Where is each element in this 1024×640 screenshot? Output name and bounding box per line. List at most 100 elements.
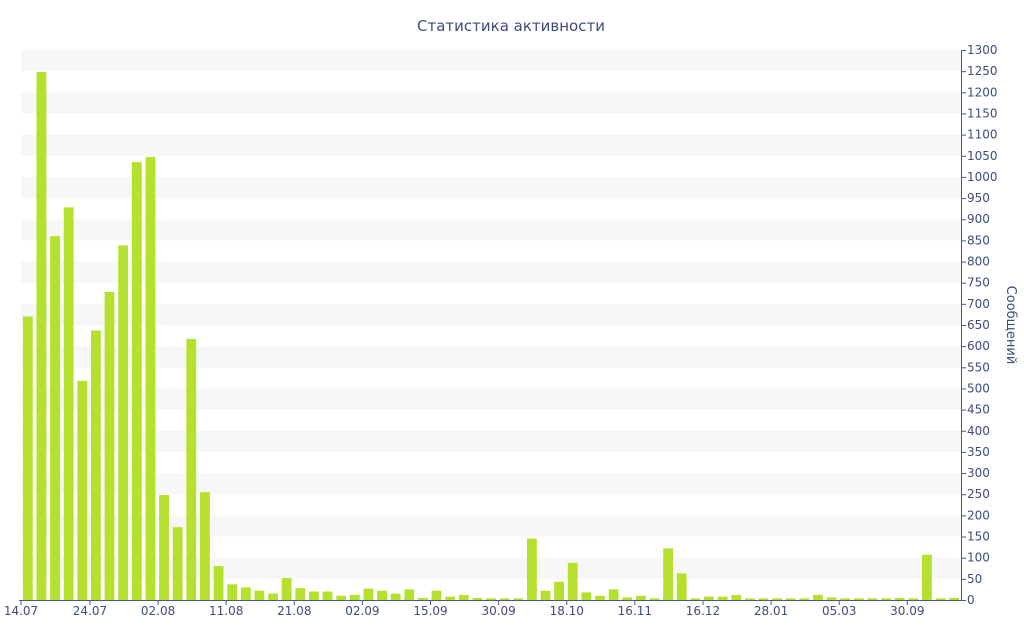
y-tick-label: 900	[967, 212, 990, 226]
grid-band	[21, 557, 961, 579]
y-tick-label: 750	[967, 276, 990, 290]
bar	[499, 598, 510, 600]
chart-title: Статистика активности	[417, 17, 605, 35]
y-tick-label: 250	[967, 487, 990, 501]
bar	[254, 590, 265, 600]
x-tick-label: 05.03	[822, 604, 856, 618]
bar	[513, 598, 524, 600]
bar	[922, 554, 932, 600]
y-tick-label: 1050	[967, 149, 998, 163]
y-axis-label: Сообщений	[1003, 286, 1018, 365]
y-tick-label: 800	[967, 255, 990, 269]
x-tick-label: 24.07	[73, 604, 107, 618]
bar	[704, 596, 714, 600]
bar	[663, 548, 674, 600]
x-tick-label: 30.09	[481, 604, 515, 618]
grid-band	[21, 219, 961, 241]
grid-band	[21, 303, 961, 325]
y-tick-label: 1150	[967, 106, 998, 120]
x-tick-label: 21.08	[277, 604, 311, 618]
bar	[77, 380, 88, 600]
bar	[131, 162, 142, 600]
bar	[363, 588, 374, 600]
bar	[622, 597, 633, 600]
bar	[458, 594, 469, 600]
y-tick-label: 450	[967, 403, 990, 417]
y-tick-label: 1100	[967, 128, 998, 142]
grid-band	[21, 134, 961, 156]
y-tick-label: 500	[967, 381, 990, 395]
bar	[50, 236, 60, 600]
bar	[431, 590, 442, 600]
x-axis-ticks: 14.07 24.07 02.08 11.08 21.08 02.09 15.09 30.09…	[4, 600, 925, 618]
bar	[649, 598, 660, 600]
bar	[417, 597, 428, 600]
y-tick-label: 150	[967, 530, 990, 544]
x-tick-label: 02.09	[345, 604, 379, 618]
bar	[390, 593, 401, 600]
bar	[159, 495, 169, 600]
x-tick-label: 30.09	[890, 604, 924, 618]
bar	[118, 245, 129, 600]
y-tick-label: 200	[967, 508, 990, 522]
x-tick-label: 16.12	[686, 604, 720, 618]
x-tick-label: 16.11	[618, 604, 652, 618]
grid-band	[21, 515, 961, 537]
bar	[853, 598, 864, 600]
bar	[744, 598, 755, 600]
bar	[785, 598, 796, 600]
y-axis-ticks: 0 50 100 150 200 250 300 350 400 450 500 550 600 650 7…	[961, 43, 998, 607]
bar	[758, 598, 769, 600]
y-tick-label: 50	[967, 572, 982, 586]
grid-band	[21, 430, 961, 452]
bar	[690, 598, 701, 600]
bar	[281, 578, 292, 600]
x-tick-label: 15.09	[413, 604, 447, 618]
bar	[949, 597, 960, 600]
bar	[240, 587, 251, 600]
y-tick-label: 100	[967, 551, 990, 565]
grid-band	[21, 261, 961, 283]
bar	[213, 566, 224, 600]
grid-band	[21, 50, 961, 72]
bar	[567, 562, 578, 600]
bar	[36, 72, 47, 600]
bar	[935, 598, 946, 600]
bar	[813, 594, 823, 600]
bar	[295, 588, 306, 600]
bar	[554, 581, 565, 600]
bar	[186, 338, 197, 600]
bar	[867, 598, 878, 600]
bar	[445, 596, 456, 600]
bar	[91, 330, 101, 600]
bar	[826, 597, 837, 600]
y-tick-label: 300	[967, 466, 990, 480]
bar	[172, 527, 183, 600]
bar	[717, 596, 728, 600]
x-tick-label: 18.10	[550, 604, 584, 618]
y-tick-label: 650	[967, 318, 990, 332]
bar	[486, 598, 496, 600]
y-tick-label: 950	[967, 191, 990, 205]
bar	[676, 573, 687, 600]
bar	[377, 590, 387, 600]
x-tick-label: 28.01	[754, 604, 788, 618]
bar	[772, 598, 782, 600]
y-tick-label: 1000	[967, 170, 998, 184]
bar	[881, 598, 891, 600]
bar	[308, 591, 319, 600]
bar	[840, 598, 851, 600]
bar	[608, 589, 619, 600]
bar	[268, 593, 278, 600]
bar	[581, 592, 592, 600]
grid-band	[21, 473, 961, 495]
bar	[595, 595, 605, 600]
bar	[200, 492, 210, 600]
bar	[322, 591, 333, 600]
grid-band	[21, 346, 961, 368]
grid-band	[21, 92, 961, 114]
bar	[908, 598, 919, 600]
bar	[404, 589, 415, 600]
y-tick-label: 600	[967, 339, 990, 353]
